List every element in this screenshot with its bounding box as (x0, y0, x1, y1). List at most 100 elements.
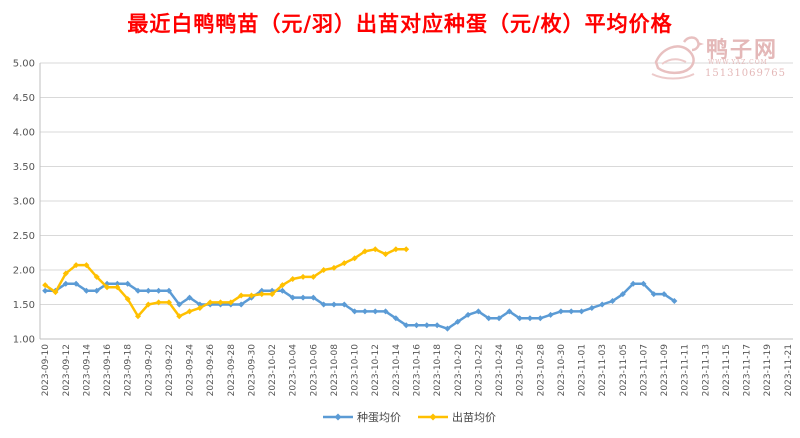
x-tick-label: 2023-09-14 (82, 344, 92, 397)
data-point (413, 322, 420, 329)
data-point (392, 315, 399, 322)
series-egg-price (42, 280, 678, 332)
data-point (310, 294, 317, 301)
data-point (496, 315, 503, 322)
watermark-phone: 15131069765 (705, 68, 786, 79)
x-tick-label: 2023-10-04 (289, 344, 299, 397)
data-point (547, 311, 554, 318)
data-point (238, 292, 245, 299)
watermark-name: 鸭子网 (706, 37, 779, 63)
duck-logo-icon (651, 36, 704, 80)
x-tick-label: 2023-10-26 (516, 344, 526, 397)
x-tick-label: 2023-10-12 (371, 344, 381, 396)
x-tick-label: 2023-09-28 (227, 344, 237, 397)
data-point (341, 301, 348, 308)
x-tick-label: 2023-09-20 (144, 344, 154, 397)
y-tick-label: 1.50 (13, 300, 35, 311)
data-point (403, 246, 410, 253)
x-tick-label: 2023-10-20 (454, 344, 464, 397)
data-point (248, 292, 255, 299)
data-point (671, 298, 678, 305)
data-point (155, 299, 162, 306)
data-point (114, 280, 121, 287)
data-point (93, 273, 100, 280)
data-point (196, 304, 203, 311)
legend-item: 种蛋均价 (323, 410, 401, 424)
data-point (557, 308, 564, 315)
data-point (310, 273, 317, 280)
data-point (403, 322, 410, 329)
data-point (279, 287, 286, 294)
data-point (475, 308, 482, 315)
data-point (630, 280, 637, 287)
data-point (526, 315, 533, 322)
x-tick-label: 2023-09-22 (165, 344, 175, 396)
data-point (186, 294, 193, 301)
data-point (599, 301, 606, 308)
x-tick-label: 2023-11-17 (743, 344, 753, 396)
x-tick-label: 2023-11-13 (701, 344, 711, 396)
x-tick-label: 2023-11-21 (784, 344, 794, 396)
data-point (300, 273, 307, 280)
data-point (62, 280, 69, 287)
data-point (578, 308, 585, 315)
data-point (258, 291, 265, 298)
data-point (537, 315, 544, 322)
data-point (83, 262, 90, 269)
data-point (289, 275, 296, 282)
data-point (124, 295, 131, 302)
data-point (134, 287, 141, 294)
y-tick-label: 3.00 (13, 197, 35, 208)
data-point (372, 308, 379, 315)
data-point (588, 304, 595, 311)
data-point (361, 248, 368, 255)
data-point (279, 282, 286, 289)
data-point (372, 246, 379, 253)
data-point (134, 313, 141, 320)
x-tick-label: 2023-10-28 (536, 344, 546, 397)
data-point (351, 255, 358, 262)
legend: 种蛋均价 出苗均价 (323, 410, 496, 424)
y-tick-label: 4.50 (13, 93, 35, 104)
data-point (320, 301, 327, 308)
data-point (454, 318, 461, 325)
x-tick-label: 2023-11-09 (660, 344, 670, 397)
data-point (330, 301, 337, 308)
x-tick-label: 2023-11-01 (578, 344, 588, 396)
data-point (609, 298, 616, 305)
y-tick-label: 3.50 (13, 162, 35, 173)
x-tick-label: 2023-10-18 (433, 344, 443, 397)
data-point (258, 287, 265, 294)
x-tick-label: 2023-09-16 (103, 344, 113, 397)
x-tick-label: 2023-11-07 (639, 344, 649, 396)
data-point (392, 246, 399, 253)
y-tick-labels: 1.00 1.50 2.00 2.50 3.00 3.50 4.00 4.50 5.00 (13, 59, 35, 346)
data-point (320, 267, 327, 273)
data-point (650, 291, 657, 298)
x-tick-label: 2023-11-11 (681, 344, 691, 396)
data-point (444, 325, 451, 332)
data-point (145, 301, 152, 308)
y-tick-label: 2.00 (13, 266, 35, 277)
data-point (619, 291, 626, 298)
y-tick-label: 1.00 (13, 335, 35, 346)
data-point (506, 308, 513, 315)
x-tick-label: 2023-10-02 (268, 344, 278, 396)
data-point (341, 260, 348, 267)
data-point (155, 287, 162, 294)
x-tick-label: 2023-10-14 (392, 344, 402, 397)
y-tick-label: 2.50 (13, 231, 35, 242)
data-point (423, 322, 430, 329)
data-point (145, 287, 152, 294)
data-point (238, 301, 245, 308)
data-point (269, 291, 276, 298)
x-tick-label: 2023-10-10 (351, 344, 361, 397)
data-point (207, 299, 214, 306)
data-point (176, 301, 183, 308)
data-point (382, 251, 389, 258)
x-tick-labels: 2023-09-10 2023-09-12 2023-09-14 2023-09-16… (41, 344, 794, 397)
chart-title: 最近白鸭鸭苗（元/羽）出苗对应种蛋（元/枚）平均价格 (127, 12, 673, 36)
x-tick-label: 2023-09-10 (41, 344, 51, 397)
data-point (42, 282, 49, 289)
data-point (73, 262, 80, 269)
